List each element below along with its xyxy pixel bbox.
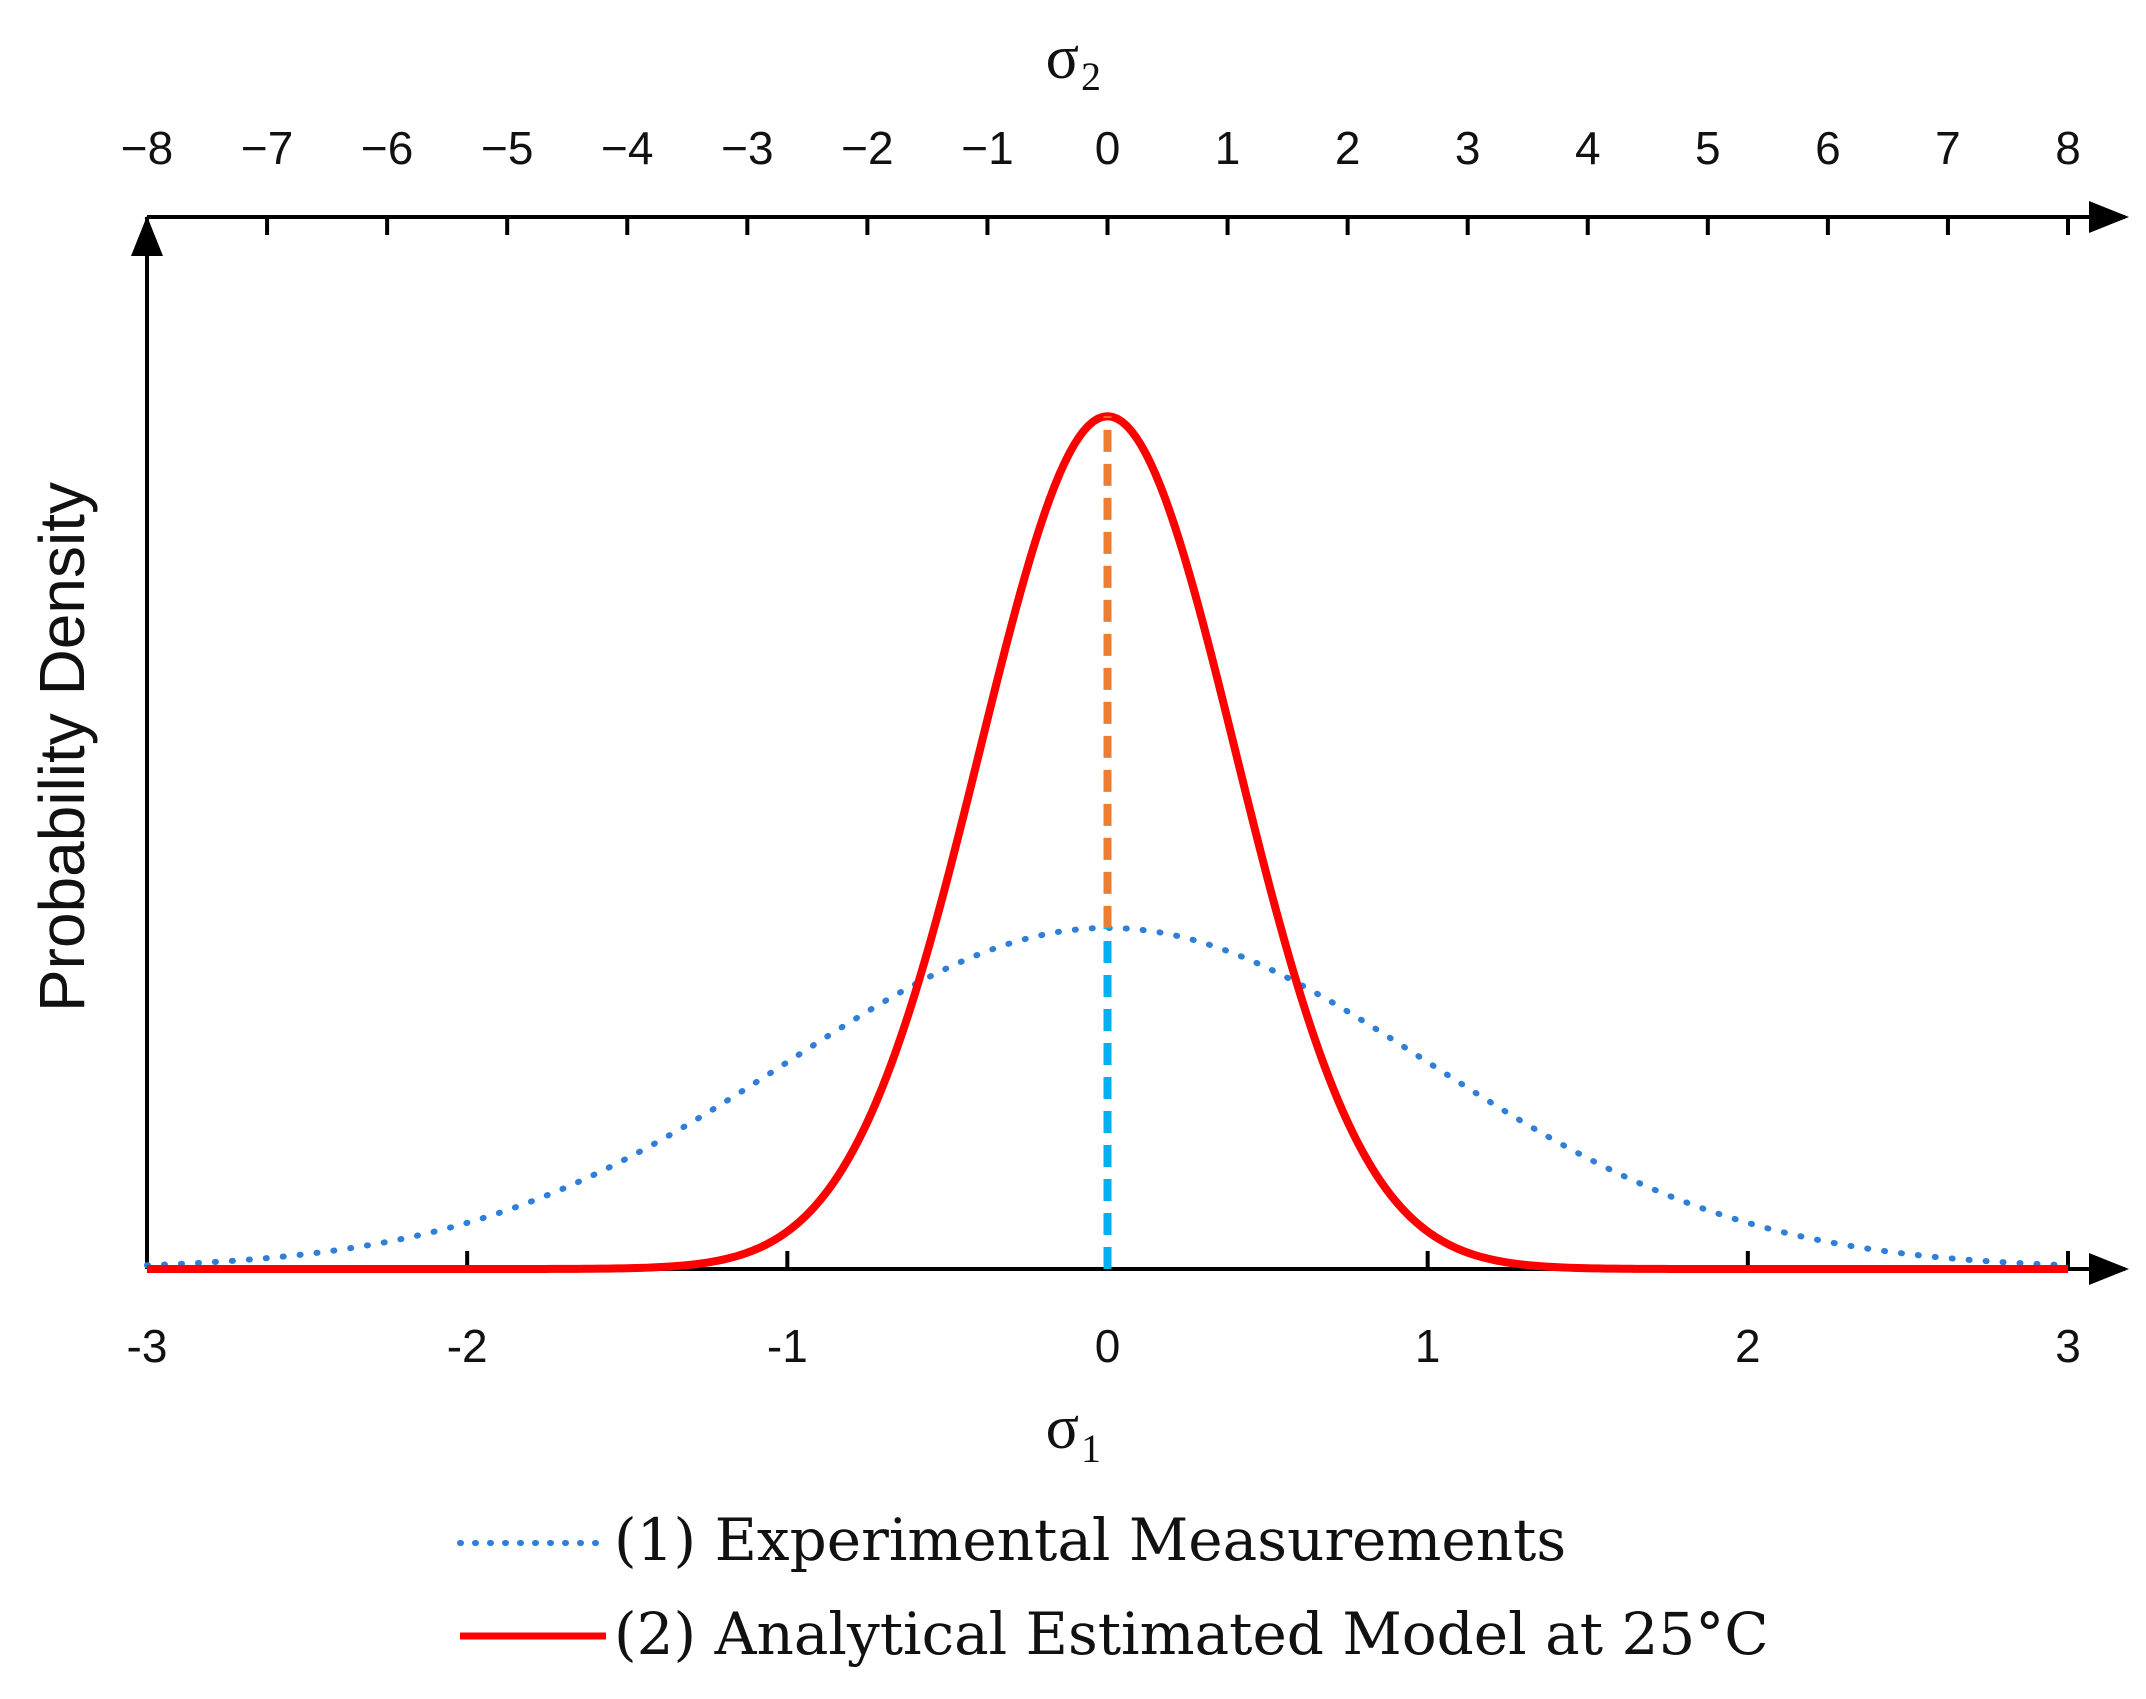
x-bottom-axis-title: σ: [1046, 1394, 1079, 1462]
top-ticks: −8 −7 −6 −5 −4 −3 −2 −1 0 1 2 3 4 5 6 7 8: [121, 122, 2081, 235]
top-tick-label: −7: [241, 122, 293, 174]
bottom-tick-label: -2: [447, 1320, 488, 1372]
top-tick-label: 2: [1335, 122, 1361, 174]
legend-item-analytical: (2) Analytical Estimated Model at 25°C: [460, 1600, 1769, 1668]
top-tick-label: −3: [721, 122, 773, 174]
legend-label-analytical: (2) Analytical Estimated Model at 25°C: [614, 1600, 1769, 1668]
top-tick-label: 5: [1695, 122, 1721, 174]
y-axis-title: Probability Density: [26, 482, 98, 1012]
top-tick-label: 7: [1935, 122, 1961, 174]
top-tick-label: −4: [601, 122, 653, 174]
top-tick-label: −5: [481, 122, 533, 174]
bottom-tick-label: 2: [1735, 1320, 1761, 1372]
series-s2-line: [147, 412, 2068, 1273]
legend-item-experimental: (1) Experimental Measurements: [457, 1506, 1566, 1574]
x-top-axis-title: σ: [1046, 24, 1079, 92]
top-tick-label: 4: [1575, 122, 1601, 174]
x-bottom-axis-subscript: 1: [1081, 1426, 1101, 1471]
bottom-tick-label: -3: [127, 1320, 168, 1372]
top-tick-label: 6: [1815, 122, 1841, 174]
bottom-tick-label: -1: [767, 1320, 808, 1372]
top-tick-label: 0: [1095, 122, 1121, 174]
top-tick-label: −2: [841, 122, 893, 174]
bottom-tick-label: 1: [1415, 1320, 1441, 1372]
bottom-tick-label: 0: [1095, 1320, 1121, 1372]
top-tick-label: 8: [2055, 122, 2081, 174]
top-tick-label: 1: [1215, 122, 1241, 174]
top-tick-label: −8: [121, 122, 173, 174]
top-tick-label: 3: [1455, 122, 1481, 174]
top-tick-label: −1: [961, 122, 1013, 174]
top-tick-label: −6: [361, 122, 413, 174]
legend: (1) Experimental Measurements (2) Analyt…: [457, 1506, 1769, 1668]
x-top-axis-subscript: 2: [1081, 54, 1101, 99]
legend-label-experimental: (1) Experimental Measurements: [614, 1506, 1566, 1574]
bottom-tick-label: 3: [2055, 1320, 2081, 1372]
